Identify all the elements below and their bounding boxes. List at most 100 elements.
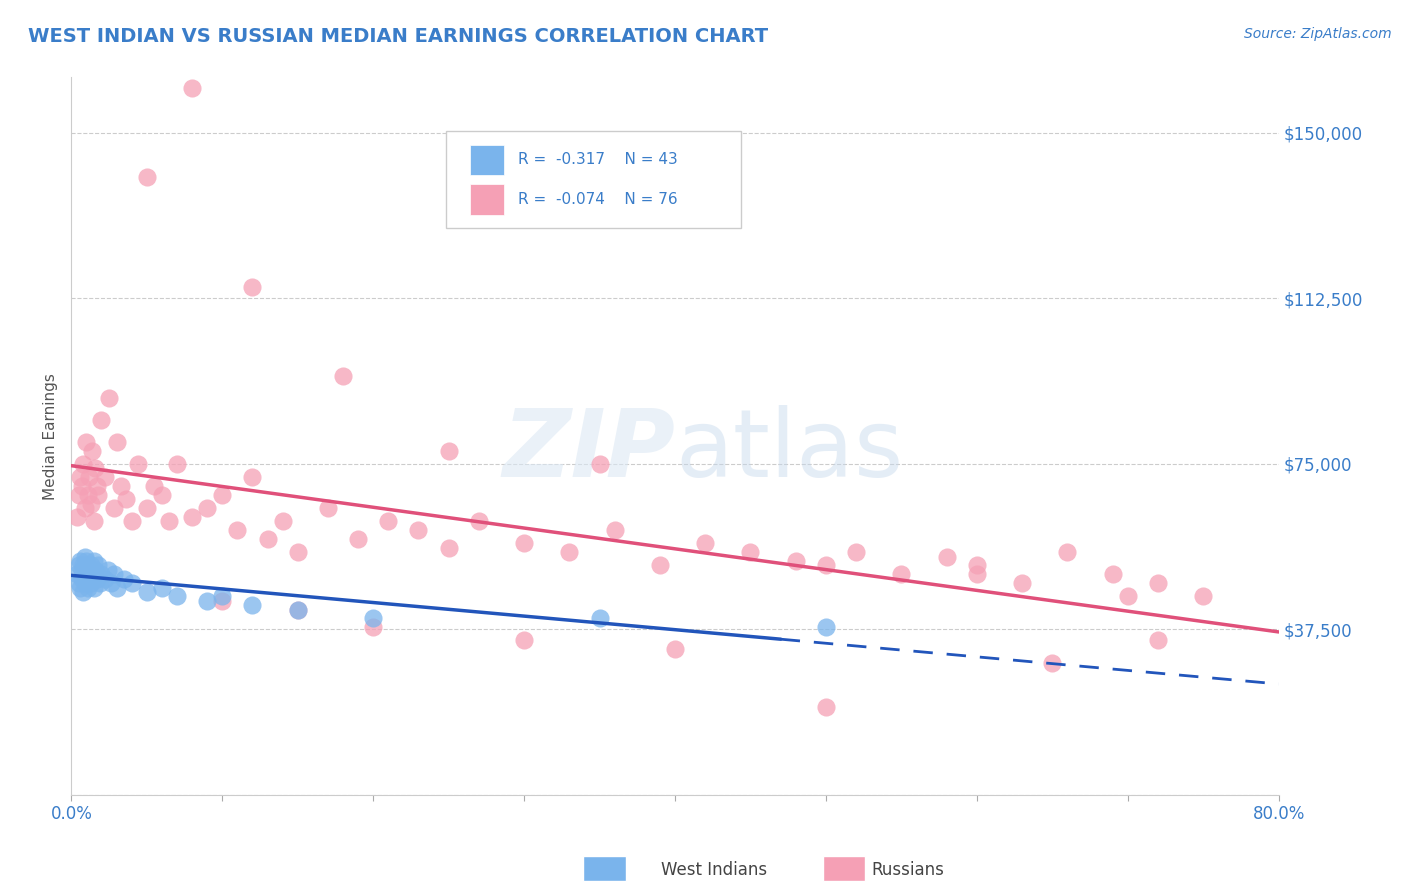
Point [845,545,868,559]
Point [316,501,339,516]
Point [69,581,91,595]
Point [558,545,581,559]
Point [70,563,93,577]
Point [77,563,100,577]
Text: Source: ZipAtlas.com: Source: ZipAtlas.com [1244,27,1392,41]
Text: Russians: Russians [872,861,945,879]
Point [72,585,94,599]
Point [588,457,610,471]
Point [77,488,100,502]
Point [67,558,90,573]
Point [664,642,686,657]
Point [135,501,157,516]
Point [135,169,157,184]
Point [110,479,132,493]
Point [166,590,188,604]
Point [695,536,717,550]
Point [87,488,110,502]
Point [513,633,536,648]
Point [100,576,122,591]
Point [69,554,91,568]
Point [121,514,143,528]
Point [121,576,143,591]
Point [935,549,957,564]
Point [890,567,912,582]
Point [332,368,354,383]
Point [1056,545,1078,559]
Point [82,567,104,582]
Point [242,598,264,612]
Point [271,514,294,528]
Point [89,576,111,591]
Point [1040,656,1063,670]
Bar [470,185,503,214]
Point [966,558,988,573]
Point [75,567,97,582]
Text: atlas: atlas [675,405,903,497]
Point [73,549,96,564]
Point [105,581,128,595]
Point [361,620,384,634]
Point [513,536,536,550]
Text: R =  -0.074    N = 76: R = -0.074 N = 76 [517,192,678,207]
Point [87,558,110,573]
Point [82,443,104,458]
Point [181,509,204,524]
Point [70,479,93,493]
Text: R =  -0.317    N = 43: R = -0.317 N = 43 [517,153,678,168]
Point [408,523,430,537]
Point [226,523,249,537]
Point [166,457,188,471]
Point [70,572,93,586]
Point [377,514,399,528]
Text: ZIP: ZIP [502,405,675,497]
Point [90,413,112,427]
Point [105,434,128,449]
Point [75,554,97,568]
Point [90,567,112,582]
Point [211,593,233,607]
Point [69,470,91,484]
Point [86,572,108,586]
Point [814,558,837,573]
Point [103,501,125,516]
Point [86,479,108,493]
Point [287,545,309,559]
Point [211,590,233,604]
Bar [470,145,503,175]
Point [79,470,101,484]
Point [84,461,107,475]
Point [814,699,837,714]
Point [150,581,173,595]
Point [361,611,384,625]
Point [96,563,118,577]
Point [740,545,762,559]
Point [67,488,90,502]
Point [211,488,233,502]
Point [72,457,94,471]
Point [181,81,204,95]
Point [437,541,460,555]
Point [93,572,115,586]
Point [98,391,121,405]
Point [73,576,96,591]
Point [1116,590,1139,604]
Point [648,558,671,573]
Point [603,523,626,537]
Text: West Indians: West Indians [661,861,766,879]
Point [143,479,166,493]
Point [814,620,837,634]
Point [785,554,807,568]
Point [114,492,136,507]
Point [80,497,103,511]
Point [1011,576,1033,591]
Point [468,514,491,528]
Point [84,563,107,577]
Point [347,532,370,546]
Point [242,470,264,484]
Point [135,585,157,599]
Point [73,501,96,516]
Point [127,457,149,471]
Point [287,602,309,616]
Point [77,581,100,595]
